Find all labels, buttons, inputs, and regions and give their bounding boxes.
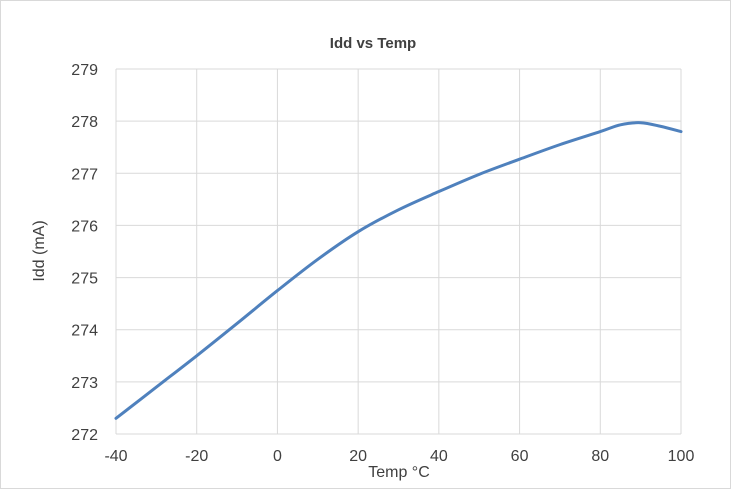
x-tick-label: 100 (668, 448, 695, 465)
x-tick-label: 20 (349, 448, 367, 465)
x-tick-label: -20 (185, 448, 208, 465)
series-line-0 (114, 121, 683, 420)
x-tick-label: 60 (511, 448, 529, 465)
y-tick-label: 275 (71, 271, 98, 288)
gridlines (115, 68, 682, 435)
y-tick-label: 276 (71, 218, 98, 235)
x-tick-label: 80 (591, 448, 609, 465)
y-tick-label: 272 (71, 427, 98, 444)
x-tick-label: 0 (273, 448, 282, 465)
y-tick-label: 278 (71, 114, 98, 131)
tick-labels: 272 273 274 275 276 277 278 279 -40 -20 0 20 40 60 80 1… (71, 62, 694, 465)
y-tick-label: 274 (71, 323, 98, 340)
x-tick-label: -40 (104, 448, 127, 465)
chart-title: Idd vs Temp (330, 35, 416, 52)
y-tick-label: 273 (71, 375, 98, 392)
x-tick-label: 40 (430, 448, 448, 465)
x-axis-title: Temp °C (368, 464, 430, 481)
y-tick-label: 279 (71, 62, 98, 79)
series-layer (114, 121, 683, 420)
y-axis-title: Idd (mA) (31, 220, 48, 281)
y-tick-label: 277 (71, 166, 98, 183)
